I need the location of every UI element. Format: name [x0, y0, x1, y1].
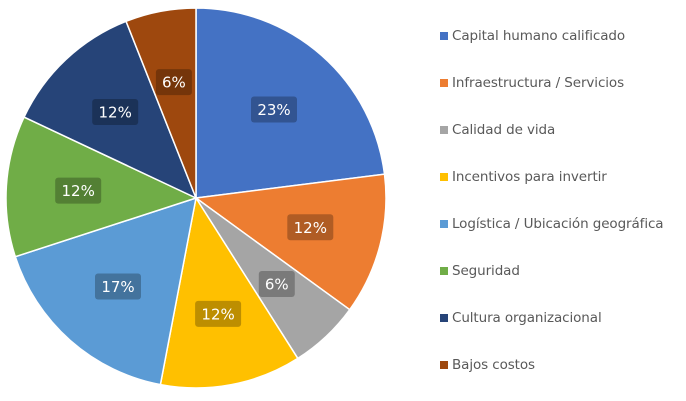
data-label-1: 23% — [251, 96, 297, 123]
pie-slice-4 — [159, 195, 299, 389]
legend-label: Bajos costos — [452, 357, 535, 373]
data-label-text: 12% — [62, 182, 95, 200]
legend-swatch — [440, 79, 448, 87]
data-label-background — [155, 69, 192, 96]
data-label-2: 12% — [287, 214, 334, 241]
legend-item-4: Incentivos para invertir — [440, 167, 607, 187]
legend-swatch — [440, 314, 448, 322]
legend-item-7: Cultura organizacional — [440, 308, 602, 328]
legend-label: Capital humano calificado — [452, 28, 625, 44]
data-label-8: 6% — [155, 69, 192, 96]
legend-label: Incentivos para invertir — [452, 169, 607, 185]
legend-label: Logística / Ubicación geográfica — [452, 216, 664, 232]
data-label-background — [258, 271, 295, 297]
data-label-5: 17% — [95, 273, 141, 300]
legend-item-5: Logística / Ubicación geográfica — [440, 214, 664, 234]
legend-swatch — [440, 361, 448, 369]
legend-swatch — [440, 173, 448, 181]
legend-swatch — [440, 126, 448, 134]
data-label-text: 12% — [201, 305, 234, 323]
data-label-text: 6% — [162, 74, 186, 92]
legend-item-3: Calidad de vida — [440, 120, 555, 140]
data-label-background — [195, 300, 242, 327]
data-label-background — [287, 214, 334, 241]
legend-label: Infraestructura / Servicios — [452, 75, 625, 91]
data-label-background — [55, 177, 102, 204]
data-label-7: 12% — [92, 99, 139, 125]
data-label-text: 23% — [257, 101, 290, 119]
data-label-text: 6% — [265, 276, 289, 294]
data-label-text: 12% — [294, 219, 327, 237]
data-label-background — [95, 273, 141, 300]
legend-item-1: Capital humano calificado — [440, 26, 625, 46]
data-label-background — [92, 99, 139, 125]
pie-slice-2 — [194, 173, 387, 311]
legend-item-8: Bajos costos — [440, 355, 535, 375]
legend-swatch — [440, 220, 448, 228]
legend-swatch — [440, 267, 448, 275]
data-label-4: 12% — [195, 300, 242, 327]
data-label-3: 6% — [258, 271, 295, 297]
legend-label: Cultura organizacional — [452, 310, 602, 326]
pie-slice-8 — [125, 7, 197, 199]
data-label-background — [251, 96, 297, 123]
data-label-text: 17% — [101, 278, 134, 296]
legend-label: Seguridad — [452, 263, 520, 279]
data-label-6: 12% — [55, 177, 102, 204]
legend-label: Calidad de vida — [452, 122, 556, 138]
legend-swatch — [440, 32, 448, 40]
legend-item-2: Infraestructura / Servicios — [440, 73, 624, 93]
data-label-text: 12% — [99, 104, 132, 122]
legend-item-6: Seguridad — [440, 261, 520, 281]
